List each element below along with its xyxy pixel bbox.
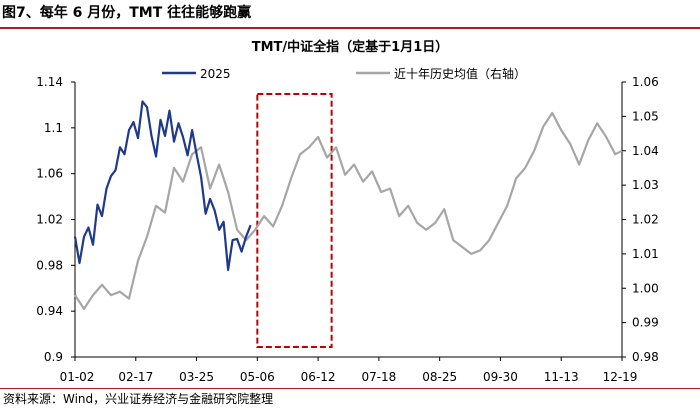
left-y-tick-label: 0.9 [44,350,63,364]
source-rule [0,388,700,389]
left-y-tick-label: 0.94 [36,304,63,318]
x-tick-label: 09-30 [483,370,518,384]
left-y-tick-label: 0.98 [36,258,63,272]
title-rule [0,27,700,29]
source-note: 资料来源：Wind，兴业证券经济与金融研究院整理 [3,392,274,406]
x-tick-label: 06-12 [301,370,336,384]
x-tick-label: 12-19 [603,370,638,384]
right-y-tick-label: 0.98 [632,350,659,364]
chart-title: TMT/中证全指（定基于1月1日） [252,39,449,55]
series-2025-line [73,100,252,271]
right-y-tick-label: 1.04 [632,144,659,158]
x-tick-label: 01-02 [60,370,95,384]
left-y-tick-label: 1.1 [44,121,63,135]
series-avg-line [74,111,623,310]
right-y-tick-label: 0.99 [632,316,659,330]
x-tick-label: 08-25 [422,370,457,384]
figure-title: 图7、每年 6 月份，TMT 往往能够跑赢 [2,5,252,21]
highlight-box [256,93,333,348]
june-highlight-rect [256,93,333,348]
x-tick-label: 02-17 [118,370,153,384]
series-lines [73,100,623,310]
right-y-tick-label: 1.02 [632,213,659,227]
legend-2025-label: 2025 [200,67,231,81]
right-y-tick-label: 1.05 [632,109,659,123]
left-y-tick-label: 1.06 [36,167,63,181]
right-y-tick-label: 1.00 [632,281,659,295]
left-y-tick-label: 1.14 [36,75,63,89]
right-y-tick-label: 1.06 [632,75,659,89]
right-y-tick-label: 1.01 [632,247,659,261]
x-tick-label: 07-18 [361,370,396,384]
x-tick-label: 03-25 [179,370,214,384]
axes: 0.9 0.94 0.98 1.02 1.06 1.1 1.14 0.98 0.99 1.00 1.… [36,75,658,384]
right-y-tick-label: 1.03 [632,178,659,192]
left-y-tick-label: 1.02 [36,213,63,227]
x-tick-label: 11-13 [544,370,579,384]
legend-avg-label: 近十年历史均值（右轴） [394,66,526,81]
x-tick-label: 05-06 [240,370,275,384]
legend: 2025 近十年历史均值（右轴） [162,66,526,81]
